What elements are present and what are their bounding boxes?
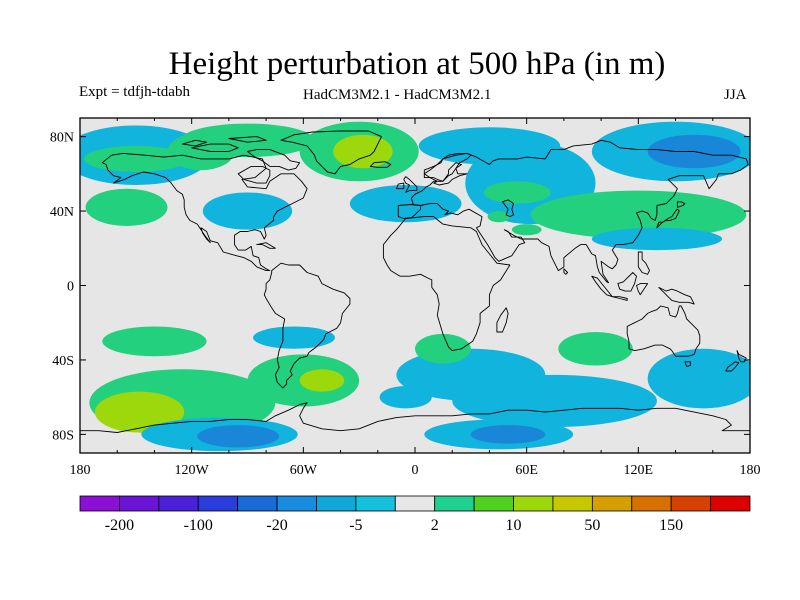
colorbar-box [591, 495, 633, 512]
anomaly-region-positive-moderate [333, 134, 393, 169]
coastline-madagascar [496, 307, 509, 333]
colorbar-box [631, 495, 672, 512]
colorbar-box [710, 495, 751, 512]
colorbar-label: 50 [584, 517, 600, 534]
coastline-south-america [263, 262, 351, 389]
colorbar-box [316, 495, 357, 512]
colorbar-label: -100 [184, 517, 213, 534]
coastline-scandinavia [423, 152, 472, 182]
colorbar-label: -5 [349, 517, 362, 534]
colorbar-box [158, 495, 199, 512]
coastline-australia [626, 305, 701, 357]
plot-title: Height perturbation at 500 hPa (in m) [168, 46, 666, 82]
coastline-iceland [369, 161, 392, 168]
colorbar-label: 10 [506, 517, 522, 534]
colorbar-box [119, 495, 160, 512]
coastline-europe-asia [410, 139, 749, 284]
map-axes: 80N 40N 0 40S 80S 180 120W 60W 0 60E 120E 180 [50, 118, 761, 478]
anomaly-region-negative-weak [349, 185, 462, 223]
lon-tick-label: 180 [740, 463, 761, 478]
anomaly-region-negative-moderate [197, 425, 280, 448]
anomaly-region-negative-weak [591, 227, 723, 251]
colorbar-box [552, 495, 593, 512]
coastline-tasmania [684, 361, 691, 367]
anomaly-region-negative-weak [452, 374, 657, 427]
anomaly-region-positive-weak [511, 224, 542, 236]
coastline-layer [80, 130, 750, 433]
colorbar: -200 -100 -20 -5 2 10 50 150 [79, 495, 751, 534]
lon-tick-label: 60W [290, 463, 318, 478]
colorbar-label: 150 [659, 517, 683, 534]
coastline-sri-lanka [563, 268, 569, 275]
lon-tick-label: 60E [515, 463, 538, 478]
lat-tick-label: 40S [52, 354, 74, 369]
colorbar-label: 2 [431, 517, 439, 534]
coastline-north-america [101, 152, 308, 272]
colorbar-box [197, 495, 239, 512]
coastline-cuba [256, 242, 276, 249]
colorbar-box [355, 495, 396, 512]
anomaly-region-positive-moderate [94, 391, 185, 433]
coastline-antarctica [80, 402, 750, 433]
anomaly-region-positive-weak [102, 326, 207, 357]
anomaly-region-positive-weak [180, 123, 315, 158]
anomaly-region-positive-weak [558, 332, 633, 366]
colorbar-box [276, 495, 317, 512]
anomaly-region-negative-weak [202, 192, 293, 230]
colorbar-box [473, 495, 514, 512]
anomaly-region-positive-weak [83, 145, 188, 172]
experiment-label: Expt = tdfjh-tdabh [79, 84, 190, 100]
colorbar-box [670, 495, 711, 512]
anomaly-region-positive-weak [415, 333, 471, 364]
lon-tick-label: 0 [412, 463, 419, 478]
anomaly-region-negative-weak [253, 326, 335, 349]
colorbar-label: -200 [105, 517, 134, 534]
anomaly-region-negative-weak [379, 386, 432, 409]
lat-tick-label: 0 [67, 280, 74, 295]
anomaly-region-positive-moderate [299, 369, 345, 392]
coastline-hudson-bay [237, 165, 271, 184]
anomaly-region-negative-moderate [470, 425, 546, 444]
lon-tick-label: 180 [70, 463, 91, 478]
anomaly-region-negative-weak [647, 348, 750, 409]
coastline-greenland [280, 130, 382, 175]
colorbar-box [513, 495, 554, 512]
colorbar-box [434, 495, 475, 512]
anomaly-region-positive-weak [530, 190, 747, 239]
anomaly-region-positive-weak [85, 188, 168, 226]
colorbar-label: -20 [266, 517, 287, 534]
lon-tick-label: 120E [624, 463, 654, 478]
anomaly-region-positive-weak [487, 211, 510, 223]
coastline-baffin [247, 149, 301, 171]
colorbar-box [79, 495, 120, 512]
season-label: JJA [724, 87, 747, 103]
coastline-arctic-islands [181, 136, 267, 152]
lat-tick-label: 80S [52, 428, 74, 443]
coastline-japan [656, 201, 686, 229]
colorbar-box [237, 495, 278, 512]
lon-tick-label: 120W [175, 463, 210, 478]
coastline-indonesia [591, 251, 695, 305]
lat-tick-label: 40N [50, 205, 74, 220]
coastline-caspian [502, 199, 515, 218]
coastline-great-britain [395, 176, 418, 193]
model-label: HadCM3M2.1 - HadCM3M2.1 [303, 87, 492, 103]
anomaly-region-positive-weak [483, 181, 551, 204]
colorbar-box [394, 495, 436, 512]
lat-tick-label: 80N [50, 131, 74, 146]
